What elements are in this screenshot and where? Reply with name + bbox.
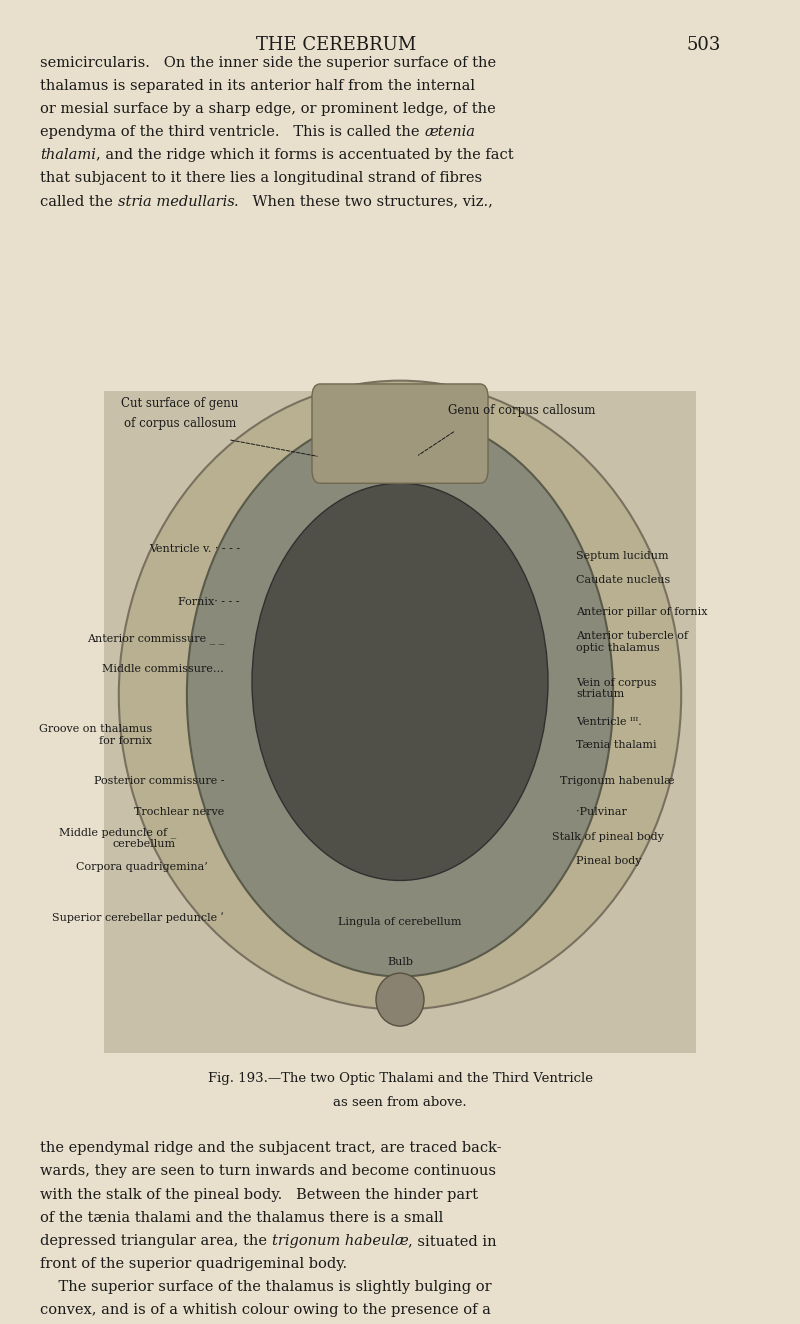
Text: Stalk of pineal body: Stalk of pineal body xyxy=(552,831,664,842)
FancyBboxPatch shape xyxy=(312,384,488,483)
Text: Lingula of cerebellum: Lingula of cerebellum xyxy=(338,916,462,927)
Text: Fig. 193.—The two Optic Thalami and the Third Ventricle: Fig. 193.—The two Optic Thalami and the … xyxy=(207,1072,593,1086)
Text: Anterior commissure _ _: Anterior commissure _ _ xyxy=(86,633,224,643)
Text: Tænia thalami: Tænia thalami xyxy=(576,740,657,751)
FancyBboxPatch shape xyxy=(104,391,696,1053)
Text: Genu of corpus callosum: Genu of corpus callosum xyxy=(448,404,595,417)
Text: THE CEREBRUM: THE CEREBRUM xyxy=(256,36,416,54)
Text: Septum lucidum: Septum lucidum xyxy=(576,551,669,561)
Text: ·Pulvinar: ·Pulvinar xyxy=(576,806,627,817)
Text: thalamus is separated in its anterior half from the internal: thalamus is separated in its anterior ha… xyxy=(40,79,475,93)
Text: semicircularis.   On the inner side the superior surface of the: semicircularis. On the inner side the su… xyxy=(40,56,496,70)
Text: Middle commissure…: Middle commissure… xyxy=(102,663,224,674)
Text: Vein of corpus
striatum: Vein of corpus striatum xyxy=(576,678,657,699)
Text: as seen from above.: as seen from above. xyxy=(333,1096,467,1110)
Text: thalami: thalami xyxy=(40,148,96,163)
Text: ependyma of the third ventricle.   This is called the: ependyma of the third ventricle. This is… xyxy=(40,124,424,139)
Text: or mesial surface by a sharp edge, or prominent ledge, of the: or mesial surface by a sharp edge, or pr… xyxy=(40,102,496,117)
Text: the ependymal ridge and the subjacent tract, are traced back-: the ependymal ridge and the subjacent tr… xyxy=(40,1141,502,1156)
Text: front of the superior quadrigeminal body.: front of the superior quadrigeminal body… xyxy=(40,1256,347,1271)
Text: 503: 503 xyxy=(687,36,721,54)
Ellipse shape xyxy=(187,413,613,976)
Text: that subjacent to it there lies a longitudinal strand of fibres: that subjacent to it there lies a longit… xyxy=(40,172,482,185)
Text: Ventricle ᴵᴵᴵ.: Ventricle ᴵᴵᴵ. xyxy=(576,716,642,727)
Text: Anterior pillar of fornix: Anterior pillar of fornix xyxy=(576,606,707,617)
Text: Bulb: Bulb xyxy=(387,956,413,967)
Ellipse shape xyxy=(252,483,548,880)
Text: stria medullaris: stria medullaris xyxy=(118,195,234,209)
Text: , and the ridge which it forms is accentuated by the fact: , and the ridge which it forms is accent… xyxy=(96,148,514,163)
Ellipse shape xyxy=(376,973,424,1026)
Text: Pineal body: Pineal body xyxy=(576,855,642,866)
Text: Cut surface of genu: Cut surface of genu xyxy=(122,397,238,410)
Text: trigonum habeulæ: trigonum habeulæ xyxy=(272,1234,408,1249)
Text: with the stalk of the pineal body.   Between the hinder part: with the stalk of the pineal body. Betwe… xyxy=(40,1188,478,1202)
Text: depressed triangular area, the: depressed triangular area, the xyxy=(40,1234,272,1249)
Text: wards, they are seen to turn inwards and become continuous: wards, they are seen to turn inwards and… xyxy=(40,1165,496,1178)
Text: Trochlear nerve: Trochlear nerve xyxy=(134,806,224,817)
Text: Trigonum habenulæ: Trigonum habenulæ xyxy=(560,776,674,786)
Ellipse shape xyxy=(119,380,682,1009)
Text: of corpus callosum: of corpus callosum xyxy=(124,417,236,430)
Text: Anterior tubercle of
optic thalamus: Anterior tubercle of optic thalamus xyxy=(576,632,688,653)
Text: .   When these two structures, viz.,: . When these two structures, viz., xyxy=(234,195,493,209)
Text: ætenia: ætenia xyxy=(424,124,475,139)
Text: convex, and is of a whitish colour owing to the presence of a: convex, and is of a whitish colour owing… xyxy=(40,1303,491,1317)
Text: Ventricle v. · - - -: Ventricle v. · - - - xyxy=(149,544,240,555)
Text: , situated in: , situated in xyxy=(408,1234,497,1249)
Text: The superior surface of the thalamus is slightly bulging or: The superior surface of the thalamus is … xyxy=(40,1280,492,1295)
Text: called the: called the xyxy=(40,195,118,209)
Text: Corpora quadrigemina’: Corpora quadrigemina’ xyxy=(76,862,208,873)
Text: Caudate nucleus: Caudate nucleus xyxy=(576,575,670,585)
Text: Groove on thalamus
for fornix: Groove on thalamus for fornix xyxy=(38,724,152,745)
Text: Fornix· - - -: Fornix· - - - xyxy=(178,597,240,608)
Text: of the tænia thalami and the thalamus there is a small: of the tænia thalami and the thalamus th… xyxy=(40,1210,443,1225)
Text: Superior cerebellar peduncle ʹ: Superior cerebellar peduncle ʹ xyxy=(52,912,224,923)
Text: Middle peduncle of _
cerebellum: Middle peduncle of _ cerebellum xyxy=(58,828,176,849)
Text: Posterior commissure -: Posterior commissure - xyxy=(94,776,224,786)
